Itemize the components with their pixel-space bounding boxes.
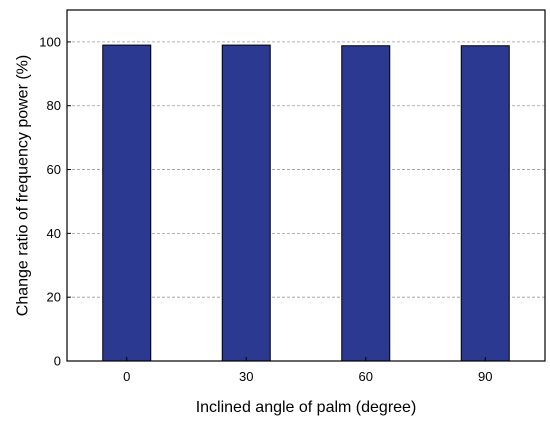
bar-30 bbox=[221, 44, 271, 362]
bar-60 bbox=[341, 45, 391, 362]
bars bbox=[102, 44, 510, 362]
x-axis-title: Inclined angle of palm (degree) bbox=[196, 399, 417, 416]
y-axis-title: Change ratio of frequency power (%) bbox=[15, 55, 32, 316]
y-tick-label: 0 bbox=[54, 354, 61, 369]
plot-frame bbox=[66, 9, 546, 362]
x-tick-label: 30 bbox=[239, 369, 253, 384]
bar-90 bbox=[460, 45, 510, 362]
y-tick-label: 40 bbox=[47, 226, 61, 241]
y-tick-label: 80 bbox=[47, 98, 61, 113]
x-tick-label: 0 bbox=[123, 369, 130, 384]
bar-0 bbox=[102, 44, 152, 362]
x-tick-label: 90 bbox=[478, 369, 492, 384]
y-tick-label: 60 bbox=[47, 162, 61, 177]
axis-ticks: 0 20 40 60 80 100 0 30 60 90 bbox=[39, 34, 492, 384]
y-tick-label: 20 bbox=[47, 290, 61, 305]
x-tick-label: 60 bbox=[359, 369, 373, 384]
y-tick-label: 100 bbox=[39, 34, 61, 49]
